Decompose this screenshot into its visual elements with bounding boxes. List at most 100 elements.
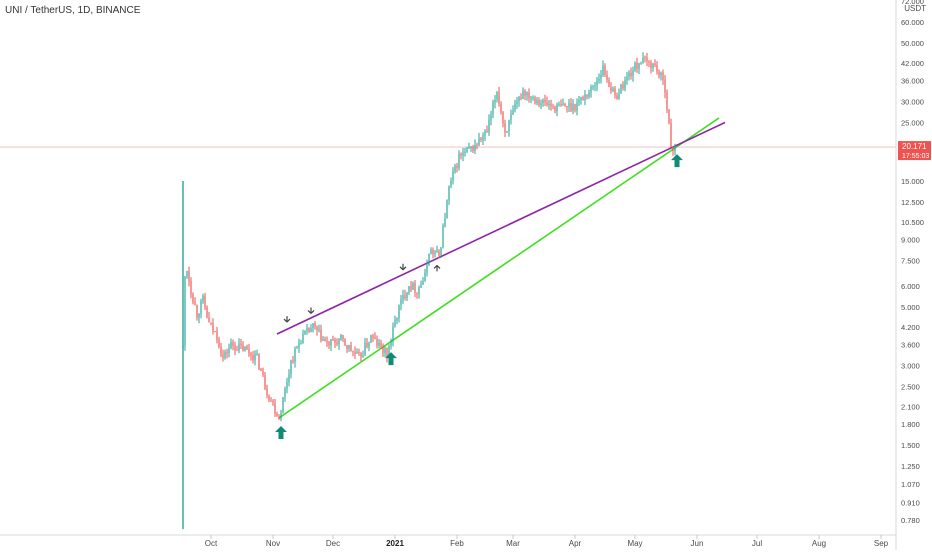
candle-body <box>590 86 592 93</box>
candle <box>392 322 394 347</box>
candle <box>326 336 328 347</box>
candle-body <box>202 296 204 301</box>
candle <box>264 372 266 391</box>
candle-body <box>416 292 418 294</box>
candle <box>596 76 598 92</box>
candle <box>186 270 188 279</box>
candle-body <box>620 84 622 94</box>
candle-body <box>490 114 492 120</box>
candle <box>296 345 298 349</box>
candle-body <box>486 131 488 133</box>
x-tick-label: May <box>627 539 642 548</box>
candle <box>210 322 212 326</box>
candle <box>440 246 442 258</box>
candle-body <box>512 110 514 115</box>
candle-body <box>420 284 422 288</box>
y-tick-label: 36.000 <box>901 77 924 86</box>
candle <box>472 144 474 154</box>
candle-body <box>268 395 270 401</box>
candle-body <box>526 92 528 96</box>
candle <box>192 292 194 305</box>
candle <box>266 384 268 399</box>
candle-body <box>450 180 452 187</box>
candle-body <box>646 57 648 61</box>
candle <box>504 119 506 138</box>
candle <box>460 152 462 160</box>
candle-body <box>452 172 454 181</box>
candle <box>330 338 332 351</box>
candle <box>412 281 414 291</box>
candle <box>374 332 376 340</box>
candle <box>208 311 210 323</box>
candle <box>246 344 248 350</box>
candle <box>444 212 446 228</box>
candle-body <box>530 97 532 99</box>
candle <box>456 163 458 173</box>
candle-body <box>244 346 246 352</box>
candle-body <box>298 343 300 348</box>
candle-body <box>618 93 620 100</box>
candle-body <box>342 335 344 340</box>
candle-body <box>524 90 526 96</box>
candle-body <box>672 146 674 152</box>
candle <box>528 88 530 103</box>
annotations-layer <box>275 154 683 440</box>
candle-body <box>292 360 294 362</box>
candle <box>200 298 202 319</box>
y-tick-label: 3.000 <box>901 362 920 371</box>
candle-body <box>494 99 496 103</box>
x-tick-label: Sep <box>874 539 889 548</box>
candle <box>602 60 604 77</box>
candle <box>494 95 496 109</box>
candle-body <box>328 342 330 346</box>
candle <box>424 268 426 282</box>
candle <box>304 330 306 336</box>
candle <box>282 397 284 414</box>
candle-body <box>600 75 602 79</box>
candle-body <box>532 97 534 99</box>
candle <box>638 62 640 75</box>
candle <box>584 90 586 106</box>
candle-body <box>370 335 372 343</box>
arrow-down-icon <box>307 307 315 314</box>
candle-body <box>366 342 368 347</box>
candle <box>238 338 240 354</box>
candle <box>276 411 278 417</box>
candle-body <box>414 282 416 293</box>
candle-body <box>626 76 628 81</box>
candle <box>254 350 256 366</box>
candle <box>626 71 628 85</box>
candle-body <box>290 360 292 375</box>
candle-body <box>288 374 290 383</box>
candle-body <box>402 295 404 300</box>
candle <box>214 330 216 333</box>
candle-body <box>236 349 238 351</box>
candle-body <box>208 317 210 323</box>
candle-body <box>406 292 408 298</box>
candle-body <box>210 322 212 324</box>
candle <box>588 89 590 99</box>
candle-body <box>480 138 482 140</box>
candle <box>574 103 576 113</box>
candle <box>448 185 450 206</box>
candle <box>418 285 420 299</box>
candle-body <box>206 307 208 318</box>
candle-body <box>274 403 276 414</box>
candle-body <box>630 72 632 77</box>
y-tick-label: 9.000 <box>901 236 920 245</box>
candle <box>520 93 522 101</box>
candle <box>362 350 364 358</box>
candle-body <box>224 351 226 358</box>
candle-body <box>578 100 580 104</box>
candle-body <box>540 103 542 106</box>
candle <box>632 66 634 82</box>
y-tick-label: 42.000 <box>901 59 924 68</box>
candle-body <box>448 186 450 200</box>
candle <box>372 333 374 342</box>
candle <box>566 105 568 113</box>
candle-body <box>628 72 630 77</box>
candle <box>672 145 674 156</box>
candle-body <box>654 63 656 66</box>
